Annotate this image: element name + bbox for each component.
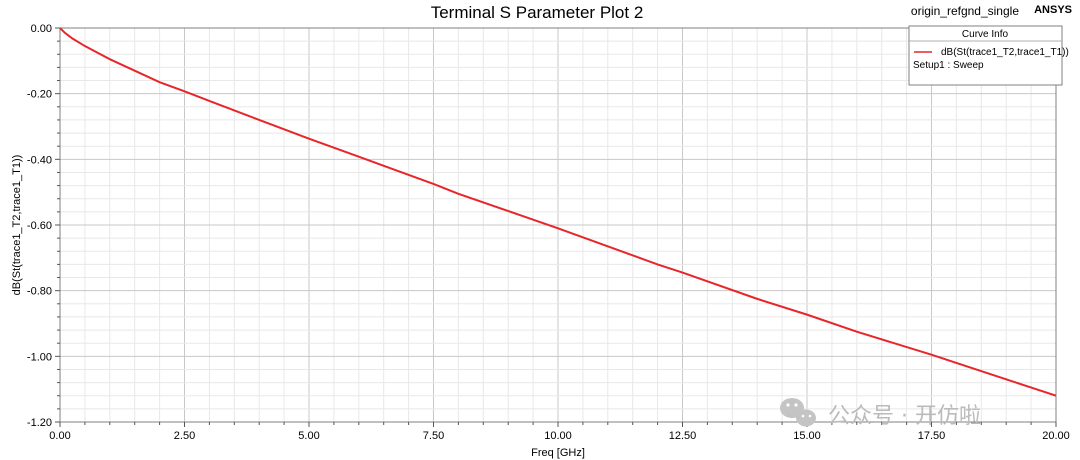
- x-axis-label: Freq [GHz]: [531, 447, 585, 459]
- x-tick-label: 2.50: [174, 430, 195, 442]
- x-tick-label: 5.00: [298, 430, 319, 442]
- legend-entry-label: dB(St(trace1_T2,trace1_T1)): [941, 47, 1069, 58]
- grid-lines: [59, 27, 1057, 423]
- y-tick-label: -0.80: [27, 286, 52, 298]
- legend-title: Curve Info: [962, 29, 1009, 40]
- x-tick-label: 17.50: [918, 430, 946, 442]
- y-tick-labels: 0.00 -0.20 -0.40 -0.60 -0.80 -1.00 -1.20: [27, 23, 52, 429]
- axis-ticks: [55, 27, 1057, 427]
- watermark-text: 公众号 · 开仿啦: [828, 404, 981, 429]
- x-tick-label: 20.00: [1042, 430, 1070, 442]
- ansys-logo: ANSYS: [1034, 4, 1072, 16]
- x-tick-labels: 0.00 2.50 5.00 7.50 10.00 12.50 15.00 17.50 20.0…: [49, 430, 1069, 442]
- watermark: 公众号 · 开仿啦: [780, 398, 981, 429]
- y-tick-label: -0.40: [27, 154, 52, 166]
- x-tick-label: 10.00: [544, 430, 572, 442]
- y-tick-label: -1.20: [27, 417, 52, 429]
- y-tick-label: -1.00: [27, 351, 52, 363]
- design-name-label: origin_refgnd_single: [911, 4, 1019, 18]
- y-tick-label: 0.00: [31, 23, 52, 35]
- y-tick-label: -0.20: [27, 89, 52, 101]
- y-tick-label: -0.60: [27, 220, 52, 232]
- series-line-s21: [59, 27, 1057, 397]
- legend-box[interactable]: Curve Info dB(St(trace1_T2,trace1_T1)) S…: [908, 25, 1069, 86]
- x-tick-label: 7.50: [423, 430, 444, 442]
- y-axis-label: dB(St(trace1_T2,trace1_T1)): [11, 155, 23, 296]
- chart-title: Terminal S Parameter Plot 2: [431, 3, 644, 22]
- x-tick-label: 0.00: [49, 430, 70, 442]
- x-tick-label: 15.00: [793, 430, 821, 442]
- x-tick-label: 12.50: [669, 430, 697, 442]
- legend-setup-label: Setup1 : Sweep: [913, 60, 984, 71]
- wechat-icon: [780, 398, 816, 427]
